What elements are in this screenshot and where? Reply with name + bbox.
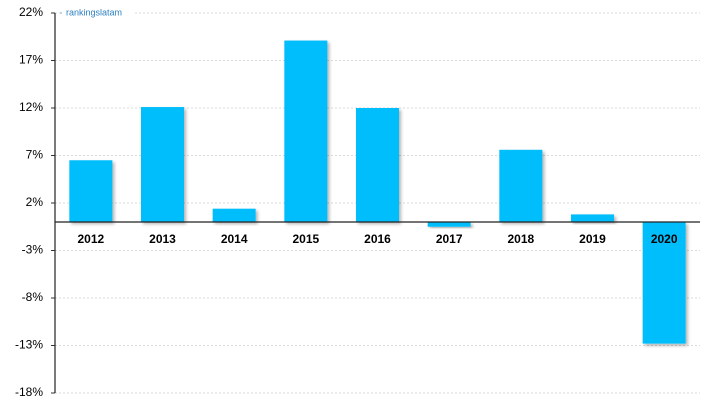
x-tick-label: 2020 (651, 232, 678, 246)
x-tick-label: 2017 (436, 232, 463, 246)
bar (141, 107, 184, 222)
bar (642, 222, 686, 344)
watermark: rankingslatam (66, 7, 122, 17)
bar (212, 208, 256, 222)
bar (284, 40, 328, 222)
y-tick-label: 22% (19, 5, 43, 19)
y-tick-label: 7% (26, 148, 44, 162)
y-tick-label: -3% (22, 243, 44, 257)
y-tick-label: 12% (19, 100, 43, 114)
watermark-bg (62, 6, 134, 20)
y-tick-label: 2% (26, 195, 44, 209)
bar (69, 160, 113, 222)
x-tick-label: 2014 (221, 232, 248, 246)
x-tick-label: 2012 (77, 232, 104, 246)
x-tick-label: 2018 (507, 232, 534, 246)
bar (571, 214, 614, 222)
y-tick-label: 17% (19, 53, 43, 67)
bar (427, 222, 471, 227)
bar (356, 108, 399, 222)
x-tick-label: 2019 (579, 232, 606, 246)
y-tick-label: -13% (15, 338, 43, 352)
y-tick-label: -8% (22, 290, 44, 304)
x-tick-label: 2015 (292, 232, 319, 246)
x-tick-label: 2013 (149, 232, 176, 246)
bar (499, 149, 543, 222)
x-tick-label: 2016 (364, 232, 391, 246)
plot: -18% -13% -8% -3% 2% 7% 12% 17% 22% 2012 2013 2014 2… (15, 5, 700, 399)
y-tick-label: -18% (15, 385, 43, 399)
